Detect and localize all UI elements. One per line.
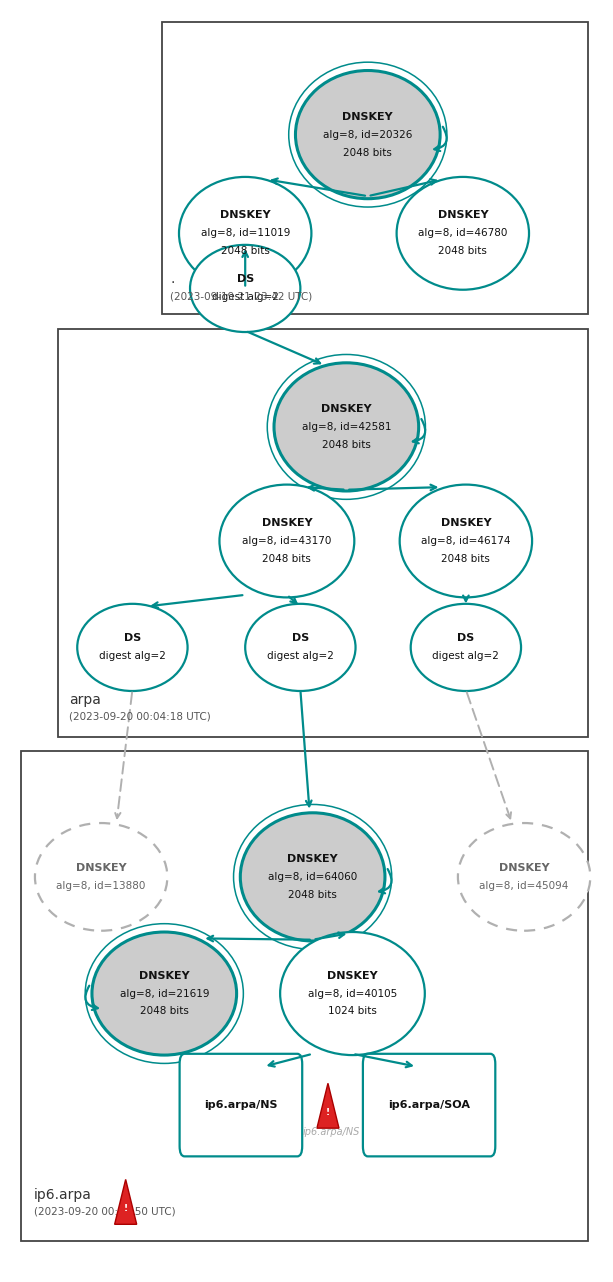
Ellipse shape (245, 604, 356, 691)
FancyBboxPatch shape (363, 1054, 495, 1156)
Ellipse shape (35, 823, 167, 931)
Text: digest alg=2: digest alg=2 (211, 292, 279, 303)
Text: DNSKEY: DNSKEY (343, 112, 393, 122)
Text: 2048 bits: 2048 bits (438, 246, 487, 256)
Text: 2048 bits: 2048 bits (343, 147, 392, 158)
Bar (162, 22, 588, 314)
Text: DNSKEY: DNSKEY (76, 863, 126, 873)
Text: DNSKEY: DNSKEY (441, 518, 491, 528)
Text: alg=8, id=21619: alg=8, id=21619 (120, 988, 209, 999)
Text: 2048 bits: 2048 bits (441, 554, 490, 564)
Text: DS: DS (237, 274, 254, 285)
Text: ip6.arpa: ip6.arpa (34, 1188, 91, 1201)
Text: digest alg=2: digest alg=2 (267, 651, 334, 662)
Ellipse shape (458, 823, 590, 931)
Ellipse shape (295, 71, 440, 199)
Text: alg=8, id=20326: alg=8, id=20326 (323, 129, 413, 140)
Text: DNSKEY: DNSKEY (262, 518, 312, 528)
Text: 2048 bits: 2048 bits (322, 440, 371, 450)
Text: (2023-09-20 00:04:18 UTC): (2023-09-20 00:04:18 UTC) (69, 712, 210, 722)
Ellipse shape (280, 932, 425, 1055)
Bar (21, 751, 588, 1241)
Text: (2023-09-20 00:04:50 UTC): (2023-09-20 00:04:50 UTC) (34, 1206, 175, 1217)
Text: alg=8, id=46174: alg=8, id=46174 (421, 536, 511, 546)
Ellipse shape (92, 932, 237, 1055)
Text: DNSKEY: DNSKEY (438, 210, 488, 221)
Polygon shape (317, 1083, 339, 1128)
Text: 2048 bits: 2048 bits (221, 246, 270, 256)
Text: alg=8, id=13880: alg=8, id=13880 (56, 881, 146, 891)
Text: alg=8, id=42581: alg=8, id=42581 (302, 422, 391, 432)
Text: !: ! (124, 1204, 128, 1214)
Text: DS: DS (457, 633, 474, 644)
Text: arpa: arpa (69, 694, 101, 706)
Text: alg=8, id=43170: alg=8, id=43170 (242, 536, 332, 546)
Text: ip6.arpa/NS: ip6.arpa/NS (302, 1127, 360, 1137)
Text: digest alg=2: digest alg=2 (99, 651, 166, 662)
Text: DNSKEY: DNSKEY (499, 863, 549, 873)
Text: 2048 bits: 2048 bits (140, 1006, 189, 1017)
Text: DNSKEY: DNSKEY (327, 970, 378, 981)
Text: alg=8, id=45094: alg=8, id=45094 (479, 881, 569, 891)
Ellipse shape (179, 177, 311, 290)
Text: alg=8, id=46780: alg=8, id=46780 (418, 228, 508, 238)
Ellipse shape (274, 363, 419, 491)
Text: !: ! (326, 1108, 330, 1118)
Ellipse shape (219, 485, 354, 597)
Ellipse shape (400, 485, 532, 597)
Text: DS: DS (124, 633, 141, 644)
Text: DS: DS (292, 633, 309, 644)
Text: (2023-09-19 21:23:42 UTC): (2023-09-19 21:23:42 UTC) (170, 291, 313, 301)
Ellipse shape (240, 813, 385, 941)
Ellipse shape (190, 245, 300, 332)
Text: alg=8, id=40105: alg=8, id=40105 (308, 988, 397, 999)
Text: .: . (170, 273, 175, 286)
Text: ip6.arpa/SOA: ip6.arpa/SOA (388, 1100, 470, 1110)
Ellipse shape (397, 177, 529, 290)
Text: alg=8, id=11019: alg=8, id=11019 (200, 228, 290, 238)
Text: DNSKEY: DNSKEY (220, 210, 270, 221)
Polygon shape (115, 1179, 137, 1224)
Text: digest alg=2: digest alg=2 (432, 651, 500, 662)
Text: alg=8, id=64060: alg=8, id=64060 (268, 872, 357, 882)
Text: DNSKEY: DNSKEY (139, 970, 189, 981)
Text: 2048 bits: 2048 bits (288, 890, 337, 900)
Text: 2048 bits: 2048 bits (262, 554, 311, 564)
Bar (58, 329, 588, 737)
Ellipse shape (77, 604, 188, 691)
Ellipse shape (411, 604, 521, 691)
Text: DNSKEY: DNSKEY (287, 854, 338, 864)
Text: ip6.arpa/NS: ip6.arpa/NS (204, 1100, 278, 1110)
Text: DNSKEY: DNSKEY (321, 404, 371, 414)
FancyBboxPatch shape (180, 1054, 302, 1156)
Text: 1024 bits: 1024 bits (328, 1006, 377, 1017)
